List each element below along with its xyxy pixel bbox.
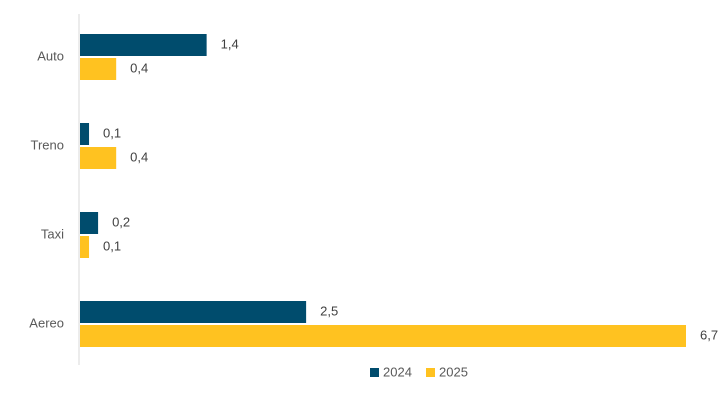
category-label-taxi: Taxi (41, 226, 64, 241)
data-label-auto-2025: 0,4 (130, 60, 148, 75)
data-label-auto-2024: 1,4 (221, 36, 239, 51)
bar-auto-2024 (80, 34, 207, 56)
legend-swatch-2024 (370, 368, 379, 377)
category-label-auto: Auto (37, 48, 64, 63)
bar-taxi-2024 (80, 212, 99, 234)
data-label-treno-2024: 0,1 (103, 125, 121, 140)
bars (80, 34, 686, 347)
bar-auto-2025 (80, 58, 117, 80)
bar-treno-2024 (80, 123, 90, 145)
legend-label-2025: 2025 (439, 364, 468, 379)
data-label-aereo-2025: 6,7 (700, 327, 718, 342)
bar-aereo-2024 (80, 301, 307, 323)
legend-swatch-2025 (426, 368, 435, 377)
category-axis-labels: Auto Treno Taxi Aereo (29, 48, 64, 330)
bar-treno-2025 (80, 147, 117, 169)
data-label-taxi-2025: 0,1 (103, 238, 121, 253)
category-label-aereo: Aereo (29, 315, 64, 330)
data-label-aereo-2024: 2,5 (320, 303, 338, 318)
data-label-treno-2025: 0,4 (130, 149, 148, 164)
legend: 2024 2025 (370, 364, 468, 379)
data-label-taxi-2024: 0,2 (112, 214, 130, 229)
data-labels: 1,4 0,4 0,1 0,4 0,2 0,1 2,5 6,7 (103, 36, 718, 342)
bar-taxi-2025 (80, 236, 90, 258)
bar-aereo-2025 (80, 325, 686, 347)
category-label-treno: Treno (31, 137, 64, 152)
legend-label-2024: 2024 (383, 364, 412, 379)
